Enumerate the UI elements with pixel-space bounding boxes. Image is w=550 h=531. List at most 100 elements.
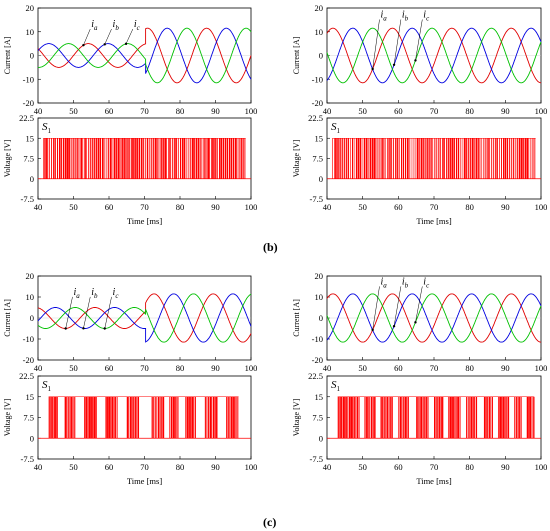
x-tick-label: 50 <box>69 106 78 116</box>
annotation-arrow <box>415 19 423 61</box>
x-tick-label: 90 <box>501 363 510 373</box>
series-ic <box>326 293 542 343</box>
pwm-pulse <box>157 396 160 439</box>
x-tick-label: 40 <box>34 202 43 212</box>
y-axis-label: Current [A] <box>3 299 12 337</box>
pwm-pulse <box>206 396 208 439</box>
x-tick-label: 70 <box>430 363 439 373</box>
pwm-pulse <box>48 396 50 439</box>
pwm-pulse <box>435 396 437 439</box>
pwm-pulse <box>389 138 391 179</box>
x-axis-label: Time [ms] <box>416 476 452 486</box>
y-axis-label: Voltage [V] <box>3 139 12 177</box>
pwm-pulse <box>214 396 216 439</box>
pwm-pulse <box>180 138 182 179</box>
y-tick-label: 15 <box>315 133 324 143</box>
pwm-pulse <box>64 138 67 179</box>
pwm-pulse <box>487 396 489 439</box>
series-ia <box>37 27 252 84</box>
x-tick-label: 50 <box>358 462 367 472</box>
x-axis-label: Time [ms] <box>127 216 163 226</box>
pwm-pulse <box>517 396 519 439</box>
pwm-pulse <box>503 138 505 179</box>
pwm-pulse <box>410 138 412 179</box>
annotation-arrow <box>83 28 91 46</box>
pwm-pulse <box>422 396 424 439</box>
pwm-pulse <box>74 396 76 439</box>
annotation-ia: ia <box>381 276 388 289</box>
x-axis-label: Time [ms] <box>416 216 452 226</box>
y-tick-label: -10 <box>312 74 323 84</box>
pwm-pulse <box>425 396 427 439</box>
x-tick-label: 40 <box>323 363 332 373</box>
pwm-pulse <box>66 396 68 439</box>
pwm-pulse <box>126 396 129 439</box>
y-tick-label: -7.5 <box>21 454 34 464</box>
pwm-pulse <box>436 138 438 179</box>
pwm-pulse <box>501 396 503 439</box>
pwm-pulse <box>414 138 416 179</box>
pwm-pulse <box>154 396 156 439</box>
chart-1: 40 50 60 70 80 90 100 -20 -10 0 10 20 Current [A] ia i… <box>3 3 257 116</box>
pwm-pulse <box>92 396 94 439</box>
pwm-pulse <box>339 396 341 439</box>
pwm-pulse <box>367 396 369 439</box>
pwm-pulse <box>379 138 381 179</box>
x-tick-label: 40 <box>323 202 332 212</box>
pwm-pulse <box>529 396 532 439</box>
pwm-pulse <box>449 396 452 439</box>
pwm-pulse <box>422 138 424 179</box>
pwm-pulse <box>490 396 492 439</box>
pwm-pulse <box>136 396 138 439</box>
pwm-pulse <box>426 138 428 179</box>
pwm-pulse <box>191 396 194 439</box>
pwm-pulse <box>516 138 518 179</box>
pwm-pulse <box>475 396 478 439</box>
pwm-pulse <box>82 138 84 179</box>
chart-4: 40 50 60 70 80 90 100 -7.5 0 7.5 15 22.5 Voltage [V]… <box>292 113 547 226</box>
annotation-arrow <box>372 19 380 69</box>
pwm-pulse <box>374 396 376 439</box>
pwm-pulse <box>424 396 426 439</box>
pwm-pulse <box>408 138 410 179</box>
x-tick-label: 90 <box>211 462 220 472</box>
pwm-pulse <box>404 396 407 439</box>
signal-label: S1 <box>42 121 52 135</box>
pwm-pulse <box>162 396 165 439</box>
x-tick-label: 80 <box>176 106 185 116</box>
x-tick-label: 80 <box>465 462 474 472</box>
x-tick-label: 70 <box>140 106 149 116</box>
y-tick-label: 0 <box>30 313 34 323</box>
pwm-pulse <box>393 138 395 179</box>
pwm-pulse <box>56 396 58 439</box>
y-tick-label: 20 <box>26 3 35 13</box>
pwm-pulse <box>332 138 333 179</box>
x-tick-label: 90 <box>211 363 220 373</box>
chart-6: 40 50 60 70 80 90 100 -20 -10 0 10 20 Current [A] ia i… <box>292 271 547 373</box>
pwm-pulse <box>369 138 372 179</box>
pwm-pulse <box>90 138 92 179</box>
annotation-subscript: c <box>115 292 119 300</box>
y-tick-label: -20 <box>312 355 323 365</box>
y-tick-label: 7.5 <box>23 413 34 423</box>
pwm-pulse <box>224 138 227 179</box>
pwm-pulse <box>45 138 47 179</box>
pwm-pulse <box>448 396 450 439</box>
pwm-pulse <box>174 138 176 179</box>
pwm-pulse <box>232 138 234 179</box>
pwm-pulse <box>230 138 233 179</box>
pwm-pulse <box>350 396 353 439</box>
pwm-pulse <box>350 138 351 179</box>
pwm-pulse <box>403 396 405 439</box>
signal-label-subscript: 1 <box>337 385 341 393</box>
pwm-pulse <box>520 138 523 179</box>
pwm-pulse <box>344 396 346 439</box>
pwm-pulse <box>528 396 530 439</box>
pwm-pulse <box>123 138 125 179</box>
pwm-pulse <box>440 138 442 179</box>
pwm-pulse <box>488 396 490 439</box>
pwm-pulse <box>520 396 522 439</box>
pwm-pulse <box>479 138 481 179</box>
y-tick-label: 10 <box>315 27 324 37</box>
annotation-subscript: b <box>94 292 98 300</box>
